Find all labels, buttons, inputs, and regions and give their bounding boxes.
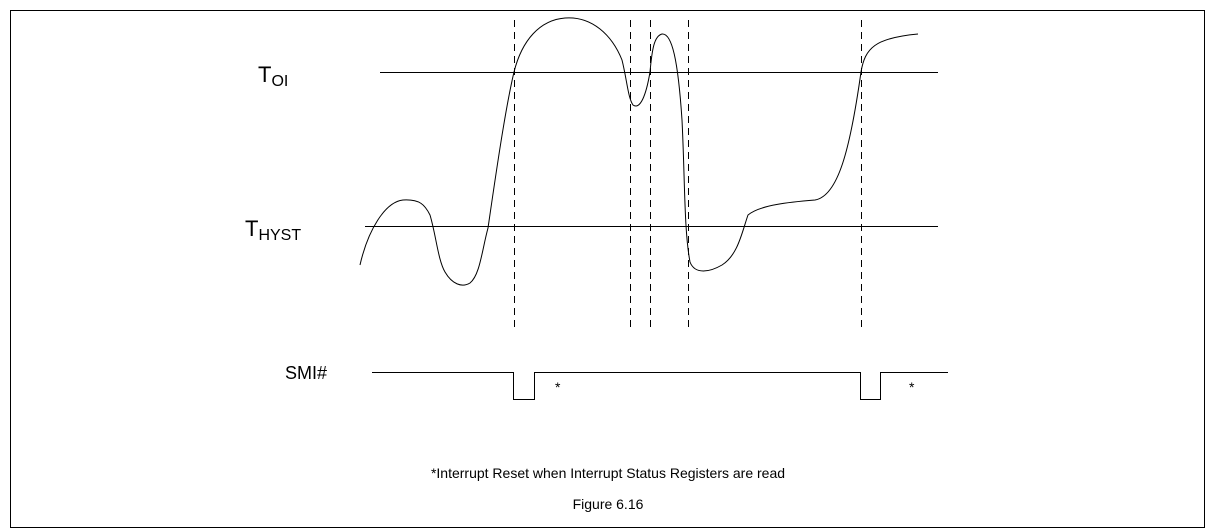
figure-label: Figure 6.16	[573, 496, 644, 512]
temperature-curve	[359, 17, 919, 286]
thyst-label: THYST	[245, 216, 301, 244]
toi-label: TOI	[258, 62, 288, 90]
event-markers	[514, 20, 862, 332]
smi-label: SMI#	[285, 363, 327, 383]
asterisk: *	[909, 379, 915, 395]
caption: *Interrupt Reset when Interrupt Status R…	[431, 465, 785, 481]
smi-signal	[372, 372, 948, 400]
frame	[10, 10, 1205, 528]
asterisk: *	[555, 379, 561, 395]
